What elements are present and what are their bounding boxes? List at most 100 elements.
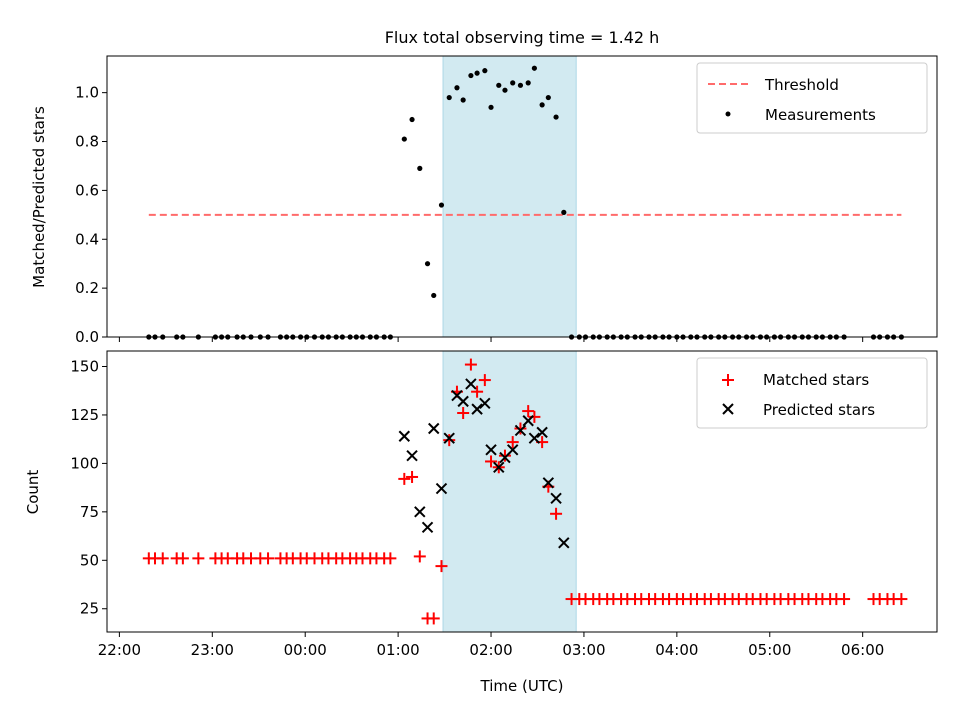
- measurement-point: [474, 70, 480, 76]
- x-tick-label: 05:00: [748, 641, 791, 659]
- y-tick-label: 0.4: [75, 230, 99, 248]
- measurement-point: [531, 65, 537, 71]
- measurement-point: [488, 104, 494, 110]
- predicted-star-point: [421, 521, 434, 534]
- matched-star-point: [457, 407, 470, 420]
- predicted-star-point: [493, 461, 505, 473]
- measurement-point: [510, 80, 516, 86]
- matched-star-point: [528, 410, 541, 423]
- panel-bottom: 25 50 75 100 125 150 22:00 23:00 00:00 01:00 02:0…: [24, 350, 938, 695]
- measurement-point: [424, 261, 431, 267]
- measurement-point: [401, 136, 407, 142]
- y-tick-label: 75: [80, 503, 99, 521]
- matched-star-point: [427, 612, 440, 625]
- matched-star-point: [384, 552, 397, 565]
- predicted-star-point: [485, 444, 497, 456]
- y-tick-label: 125: [70, 406, 99, 424]
- y-tick-label: 0.6: [75, 181, 99, 199]
- bottom-y-axis-label: Count: [24, 470, 42, 515]
- bottom-x-ticks: 22:00 23:00 00:00 01:00 02:00 03:00 04:00 05:00…: [98, 632, 884, 659]
- measurement-point: [561, 209, 567, 215]
- predicted-star-point: [536, 426, 548, 439]
- matched-star-point: [413, 550, 426, 563]
- measurement-point: [545, 94, 551, 101]
- matched-star-point: [838, 593, 851, 606]
- predicted-star-point: [479, 397, 491, 410]
- matched-star-point: [522, 405, 535, 418]
- bottom-axes-frame: [106, 350, 938, 633]
- y-tick-label: 50: [80, 551, 99, 569]
- predicted-star-point: [507, 444, 519, 456]
- measurement-point: [431, 292, 437, 299]
- predicted-star-point: [457, 395, 469, 408]
- matched-star-point: [192, 552, 205, 565]
- measurement-point: [446, 94, 452, 101]
- bottom-shaded-span: [442, 350, 577, 633]
- top-x-ticks: [118, 337, 864, 342]
- matched-star-point: [398, 472, 411, 485]
- predicted-star-point: [514, 424, 527, 437]
- legend-threshold-label: Threshold: [764, 76, 839, 94]
- matched-star-point: [443, 434, 456, 447]
- matched-star-point: [550, 507, 563, 520]
- y-tick-label: 0.2: [75, 279, 99, 297]
- bottom-legend: Matched stars Predicted stars: [696, 357, 928, 429]
- legend-measurements-swatch: [725, 111, 731, 117]
- legend-matched-swatch: [722, 374, 734, 386]
- matched-star-point: [156, 552, 169, 565]
- predicted-star-point: [528, 432, 541, 444]
- matched-star-point: [506, 436, 519, 449]
- top-legend: Threshold Measurements: [696, 62, 928, 134]
- measurement-point: [525, 80, 531, 86]
- measurement-point: [553, 114, 559, 120]
- x-tick-label: 01:00: [377, 641, 420, 659]
- legend-predicted-label: Predicted stars: [763, 401, 875, 419]
- predicted-stars-points: [398, 378, 570, 549]
- predicted-star-point: [522, 415, 534, 427]
- x-tick-label: 23:00: [191, 641, 234, 659]
- predicted-star-point: [471, 403, 483, 415]
- y-tick-label: 150: [70, 358, 99, 376]
- x-tick-label: 03:00: [562, 641, 605, 659]
- matched-star-point: [406, 470, 419, 483]
- matched-star-point: [514, 422, 527, 435]
- measurement-point: [468, 72, 474, 79]
- legend-predicted-swatch: [722, 403, 734, 415]
- legend-matched-label: Matched stars: [763, 371, 869, 389]
- top-y-ticks: 0.0 0.2 0.4 0.6 0.8 1.0: [75, 84, 107, 346]
- measurement-points: [146, 65, 904, 340]
- predicted-star-point: [398, 430, 411, 442]
- predicted-star-point: [428, 422, 440, 435]
- matched-star-point: [478, 374, 491, 387]
- matched-star-point: [262, 552, 275, 565]
- predicted-star-point: [465, 378, 477, 390]
- measurement-point: [438, 202, 445, 208]
- top-y-axis-label: Matched/Predicted stars: [30, 106, 48, 288]
- y-tick-label: 1.0: [75, 84, 99, 102]
- matched-star-point: [176, 552, 189, 565]
- y-tick-label: 0.0: [75, 328, 99, 346]
- matched-star-point: [435, 560, 448, 573]
- measurement-point: [502, 87, 508, 93]
- x-tick-label: 00:00: [284, 641, 327, 659]
- top-shaded-span: [442, 55, 577, 338]
- predicted-star-point: [542, 477, 555, 489]
- predicted-star-point: [414, 506, 426, 518]
- x-tick-label: 06:00: [841, 641, 884, 659]
- top-axes-frame: [106, 55, 938, 338]
- measurement-point: [409, 116, 415, 123]
- bottom-y-ticks: 25 50 75 100 125 150: [70, 358, 107, 618]
- predicted-star-point: [406, 449, 418, 462]
- predicted-star-point: [443, 432, 455, 444]
- chart-title: Flux total observing time = 1.42 h: [385, 28, 660, 47]
- matched-star-point: [485, 455, 498, 468]
- y-tick-label: 25: [80, 600, 99, 618]
- measurement-point: [460, 97, 466, 103]
- matched-star-point: [471, 385, 484, 398]
- measurement-point: [539, 102, 545, 108]
- legend-measurements-label: Measurements: [765, 106, 876, 124]
- predicted-star-point: [435, 482, 448, 495]
- x-axis-label: Time (UTC): [480, 677, 564, 695]
- x-tick-label: 22:00: [98, 641, 141, 659]
